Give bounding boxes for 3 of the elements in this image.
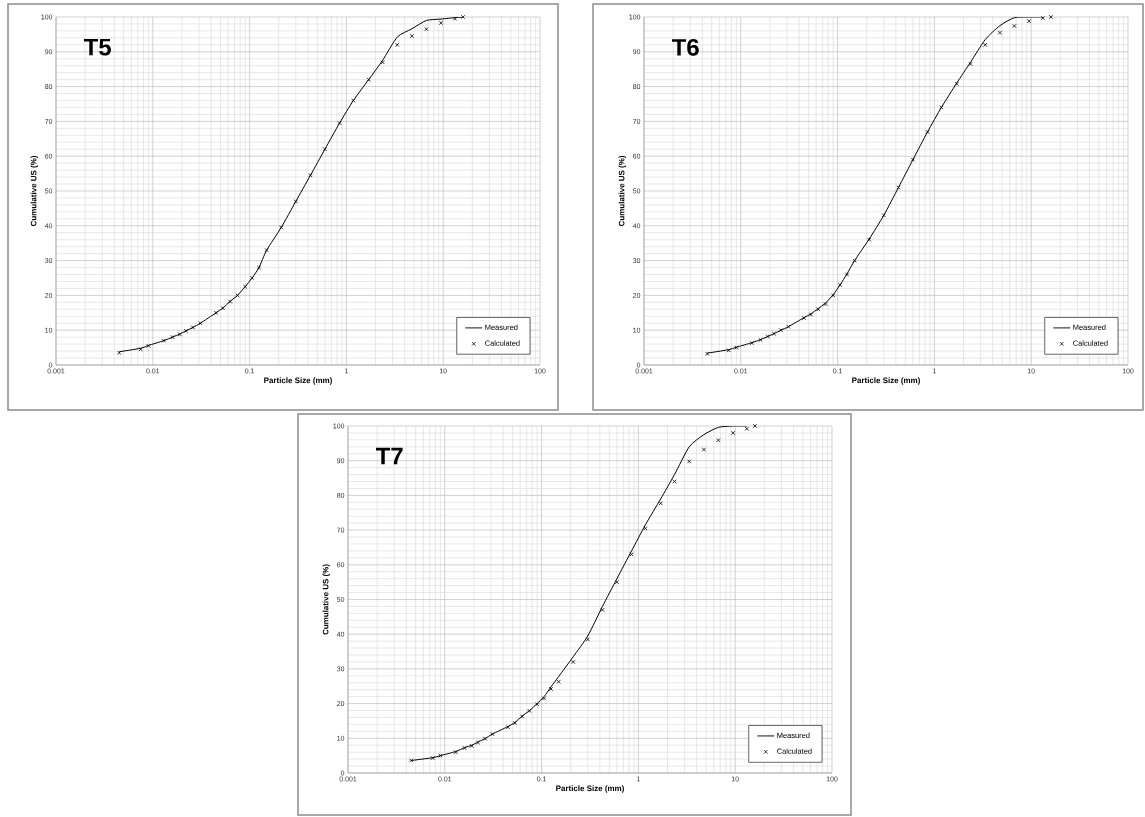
text: T5 [83, 38, 111, 56]
text: T6 [672, 38, 699, 56]
text: T7 [375, 447, 403, 465]
